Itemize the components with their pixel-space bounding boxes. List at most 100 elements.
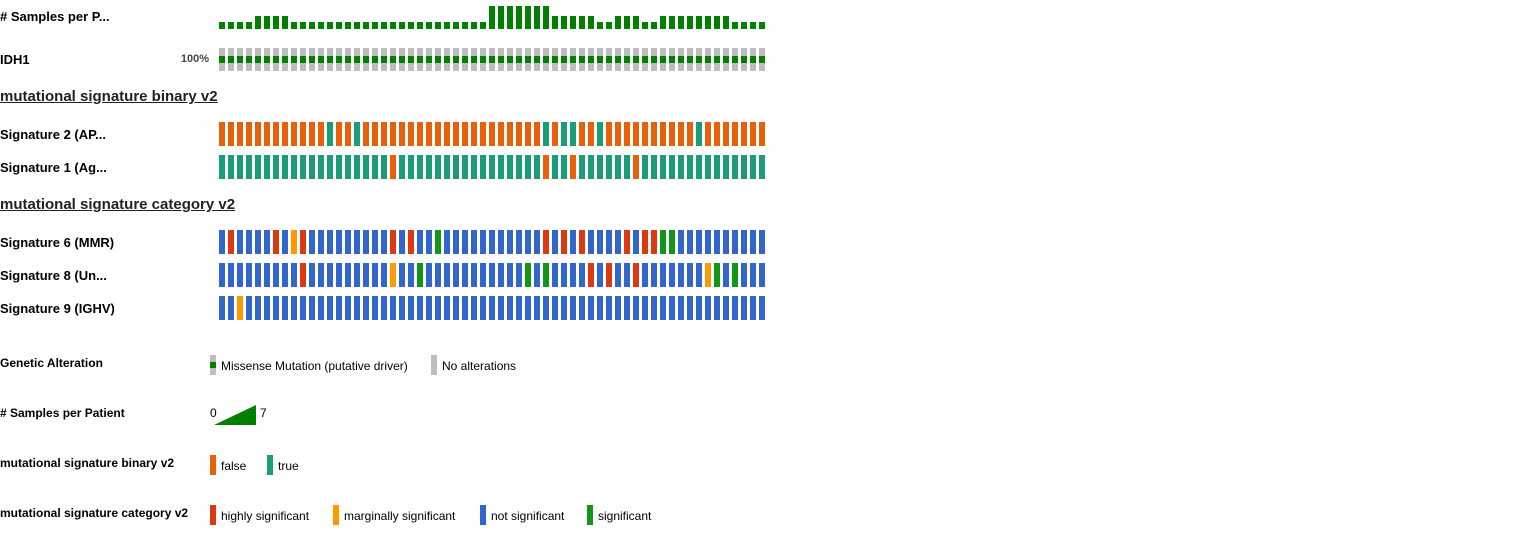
idh1-missense-mark[interactable] xyxy=(237,56,243,63)
sig8-cell[interactable] xyxy=(471,263,477,287)
sig6-cell[interactable] xyxy=(273,230,279,254)
sig2-cell[interactable] xyxy=(561,122,567,146)
idh1-missense-mark[interactable] xyxy=(417,56,423,63)
idh1-missense-mark[interactable] xyxy=(489,56,495,63)
idh1-missense-mark[interactable] xyxy=(381,56,387,63)
idh1-missense-mark[interactable] xyxy=(345,56,351,63)
samples-bar[interactable] xyxy=(552,16,558,29)
sig1-cell[interactable] xyxy=(543,155,549,179)
idh1-missense-mark[interactable] xyxy=(453,56,459,63)
sig6-cell[interactable] xyxy=(633,230,639,254)
sig9-cell[interactable] xyxy=(615,296,621,320)
group-header-binary[interactable]: mutational signature binary v2 xyxy=(0,88,218,105)
sig9-cell[interactable] xyxy=(336,296,342,320)
idh1-missense-mark[interactable] xyxy=(525,56,531,63)
sig8-cell[interactable] xyxy=(444,263,450,287)
sig1-cell[interactable] xyxy=(408,155,414,179)
idh1-missense-mark[interactable] xyxy=(588,56,594,63)
sig1-cell[interactable] xyxy=(246,155,252,179)
sig6-cell[interactable] xyxy=(318,230,324,254)
sig6-cell[interactable] xyxy=(516,230,522,254)
samples-bar[interactable] xyxy=(426,22,432,29)
sig9-cell[interactable] xyxy=(426,296,432,320)
sig8-cell[interactable] xyxy=(642,263,648,287)
samples-bar[interactable] xyxy=(534,6,540,29)
sig6-cell[interactable] xyxy=(660,230,666,254)
samples-bar[interactable] xyxy=(624,16,630,29)
sig9-cell[interactable] xyxy=(633,296,639,320)
sig8-cell[interactable] xyxy=(282,263,288,287)
sig6-cell[interactable] xyxy=(453,230,459,254)
sig8-cell[interactable] xyxy=(714,263,720,287)
sig6-cell[interactable] xyxy=(507,230,513,254)
sig8-cell[interactable] xyxy=(750,263,756,287)
sig9-cell[interactable] xyxy=(543,296,549,320)
sig8-cell[interactable] xyxy=(615,263,621,287)
samples-bar[interactable] xyxy=(291,22,297,29)
sig6-cell[interactable] xyxy=(579,230,585,254)
idh1-missense-mark[interactable] xyxy=(372,56,378,63)
idh1-missense-mark[interactable] xyxy=(705,56,711,63)
samples-bar[interactable] xyxy=(579,16,585,29)
sig8-cell[interactable] xyxy=(687,263,693,287)
sig6-cell[interactable] xyxy=(399,230,405,254)
sig9-cell[interactable] xyxy=(696,296,702,320)
sig1-cell[interactable] xyxy=(471,155,477,179)
idh1-missense-mark[interactable] xyxy=(687,56,693,63)
samples-bar[interactable] xyxy=(597,22,603,29)
sig9-cell[interactable] xyxy=(489,296,495,320)
samples-bar[interactable] xyxy=(687,16,693,29)
sig6-cell[interactable] xyxy=(345,230,351,254)
sig6-cell[interactable] xyxy=(300,230,306,254)
sig1-cell[interactable] xyxy=(534,155,540,179)
sig2-cell[interactable] xyxy=(660,122,666,146)
sig2-cell[interactable] xyxy=(372,122,378,146)
sig1-cell[interactable] xyxy=(300,155,306,179)
sig2-cell[interactable] xyxy=(552,122,558,146)
sig6-cell[interactable] xyxy=(570,230,576,254)
sig1-cell[interactable] xyxy=(651,155,657,179)
samples-bar[interactable] xyxy=(390,22,396,29)
sig9-cell[interactable] xyxy=(219,296,225,320)
sig9-cell[interactable] xyxy=(345,296,351,320)
sig6-cell[interactable] xyxy=(750,230,756,254)
idh1-missense-mark[interactable] xyxy=(660,56,666,63)
sig1-cell[interactable] xyxy=(633,155,639,179)
sig1-cell[interactable] xyxy=(561,155,567,179)
sig8-cell[interactable] xyxy=(624,263,630,287)
sig9-cell[interactable] xyxy=(246,296,252,320)
sig6-cell[interactable] xyxy=(615,230,621,254)
sig2-cell[interactable] xyxy=(237,122,243,146)
idh1-missense-mark[interactable] xyxy=(408,56,414,63)
sig2-cell[interactable] xyxy=(453,122,459,146)
sig2-cell[interactable] xyxy=(228,122,234,146)
idh1-missense-mark[interactable] xyxy=(651,56,657,63)
sig8-cell[interactable] xyxy=(417,263,423,287)
sig9-cell[interactable] xyxy=(399,296,405,320)
sig8-cell[interactable] xyxy=(534,263,540,287)
sig1-cell[interactable] xyxy=(453,155,459,179)
sig6-cell[interactable] xyxy=(408,230,414,254)
sig2-cell[interactable] xyxy=(678,122,684,146)
sig6-cell[interactable] xyxy=(606,230,612,254)
sig8-cell[interactable] xyxy=(399,263,405,287)
sig6-cell[interactable] xyxy=(327,230,333,254)
sig2-cell[interactable] xyxy=(219,122,225,146)
sig9-cell[interactable] xyxy=(300,296,306,320)
sig6-cell[interactable] xyxy=(714,230,720,254)
sig8-cell[interactable] xyxy=(318,263,324,287)
idh1-missense-mark[interactable] xyxy=(444,56,450,63)
sig6-cell[interactable] xyxy=(489,230,495,254)
sig9-cell[interactable] xyxy=(651,296,657,320)
samples-bar[interactable] xyxy=(606,22,612,29)
sig2-cell[interactable] xyxy=(399,122,405,146)
idh1-missense-mark[interactable] xyxy=(534,56,540,63)
sig2-cell[interactable] xyxy=(696,122,702,146)
sig9-cell[interactable] xyxy=(552,296,558,320)
sig9-cell[interactable] xyxy=(309,296,315,320)
sig2-cell[interactable] xyxy=(534,122,540,146)
samples-bar[interactable] xyxy=(399,22,405,29)
sig9-cell[interactable] xyxy=(444,296,450,320)
sig2-cell[interactable] xyxy=(597,122,603,146)
sig1-cell[interactable] xyxy=(660,155,666,179)
